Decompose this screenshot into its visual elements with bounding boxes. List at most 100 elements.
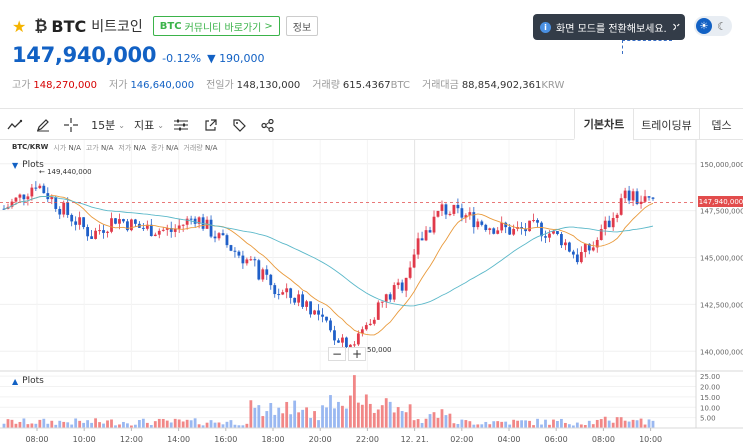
volume-bar — [90, 422, 93, 428]
candle-body — [126, 221, 129, 231]
tooltip-pointer-line — [622, 40, 672, 54]
volume-bar — [30, 423, 34, 428]
volume-bar — [647, 419, 651, 428]
candle-body — [157, 230, 161, 235]
tab-basic-chart[interactable]: 기본차트 — [574, 109, 633, 140]
candle-body — [337, 340, 340, 343]
candle-body — [380, 301, 384, 303]
trend-line-icon[interactable] — [6, 116, 24, 134]
settings-sliders-icon[interactable] — [172, 116, 190, 134]
zoom-in-button[interactable]: + — [348, 347, 366, 361]
candle-body — [556, 231, 559, 235]
moon-icon[interactable]: ☾ — [717, 19, 727, 33]
candle-body — [536, 220, 539, 223]
volume-bar — [201, 425, 205, 428]
stat-label: 고가 — [12, 80, 31, 91]
candle-body — [261, 269, 265, 280]
indicator-select[interactable]: 지표 ⌄ — [132, 116, 166, 134]
tag-icon[interactable] — [230, 116, 248, 134]
candle-body — [643, 196, 647, 202]
stat-label: 거래대금 — [422, 80, 459, 91]
volume-bar — [595, 419, 599, 428]
volume-bar — [567, 424, 571, 428]
stat-value: 148,270,000 — [33, 80, 98, 91]
candle-body — [552, 231, 555, 234]
volume-bar — [18, 421, 22, 428]
info-icon: i — [540, 21, 551, 33]
volume-bar — [305, 407, 309, 428]
pencil-icon[interactable] — [34, 116, 52, 134]
info-button[interactable]: 정보 — [285, 16, 319, 36]
candle-body — [22, 194, 26, 200]
volume-bar — [356, 402, 360, 428]
crosshair-icon[interactable] — [62, 116, 80, 134]
volume-bar — [583, 425, 587, 428]
theme-mode-toggle[interactable]: ☀ ☾ — [694, 16, 732, 36]
stat-label: 저가 — [109, 80, 128, 91]
volume-bar — [58, 420, 62, 428]
interval-select[interactable]: 15분 ⌄ — [90, 116, 126, 134]
price-plots-legend[interactable]: ▼ Plots — [12, 160, 44, 170]
volume-bar — [571, 425, 575, 428]
candle-body — [106, 231, 109, 233]
volume-bar — [360, 404, 364, 428]
sun-icon[interactable]: ☀ — [696, 18, 712, 34]
candle-body — [257, 260, 261, 280]
candle-body — [2, 208, 6, 210]
candle-body — [293, 297, 297, 303]
ohlc-readout: BTC/KRW 시가 N/A 고가 N/A 저가 N/A 종가 N/A 거래량 … — [12, 143, 217, 153]
candle-body — [189, 218, 193, 220]
candle-body — [356, 333, 360, 345]
volume-bar — [189, 420, 193, 428]
volume-bar — [607, 420, 611, 428]
community-link-button[interactable]: BTC 커뮤니티 바로가기 > — [152, 16, 280, 36]
chart-toolbar: 15분 ⌄ 지표 ⌄ 기본차트 트레이딩뷰 뎁스 — [0, 108, 743, 140]
y-tick-label: 140,000,000 — [700, 348, 743, 356]
volume-bar — [245, 423, 249, 428]
volume-bar — [643, 424, 647, 428]
stat-value: 615.4367 — [342, 80, 391, 91]
candle-body — [153, 234, 157, 237]
volume-bar — [448, 413, 452, 428]
volume-bar — [615, 417, 619, 428]
volume-bar — [599, 419, 603, 428]
share-icon[interactable] — [258, 116, 276, 134]
x-tick-label: 06:00 — [545, 435, 568, 444]
candle-body — [110, 218, 113, 232]
tab-depth[interactable]: 뎁스 — [699, 109, 743, 140]
candle-body — [615, 214, 619, 219]
volume-bar — [651, 420, 655, 428]
volume-bar — [185, 419, 189, 428]
change-rate: -0.12% — [162, 52, 202, 65]
x-tick-label: 12:00 — [120, 435, 143, 444]
volume-bar — [86, 420, 90, 428]
volume-bar — [603, 416, 607, 428]
x-tick-label: 14:00 — [167, 435, 190, 444]
stat-value: 146,640,000 — [130, 80, 195, 91]
candle-body — [651, 197, 655, 199]
volume-bar — [309, 417, 312, 428]
volume-bar — [464, 420, 468, 428]
zoom-out-button[interactable]: − — [328, 347, 346, 361]
volume-bar — [209, 420, 213, 428]
candle-body — [372, 319, 376, 324]
volume-bar — [281, 413, 285, 428]
tab-tradingview[interactable]: 트레이딩뷰 — [633, 109, 699, 140]
volume-plots-legend[interactable]: ▲ Plots — [12, 376, 44, 386]
candle-body — [197, 217, 201, 224]
volume-bar — [488, 424, 492, 428]
candle-body — [583, 243, 587, 253]
candle-body — [623, 190, 627, 199]
volume-bar — [237, 425, 241, 428]
candle-body — [424, 230, 428, 241]
volume-bar — [34, 423, 38, 428]
volume-bar — [26, 424, 30, 428]
popout-icon[interactable] — [201, 116, 219, 134]
candle-body — [249, 259, 253, 261]
candle-body — [130, 219, 133, 231]
chart-axes: 150,000,000 147,500,000 145,000,000 142,500… — [0, 140, 743, 444]
favorite-star-icon[interactable]: ★ — [12, 16, 27, 36]
volume-bar — [345, 408, 348, 428]
volume-bar — [177, 419, 181, 428]
community-label: 커뮤니티 바로가기 — [184, 22, 262, 34]
